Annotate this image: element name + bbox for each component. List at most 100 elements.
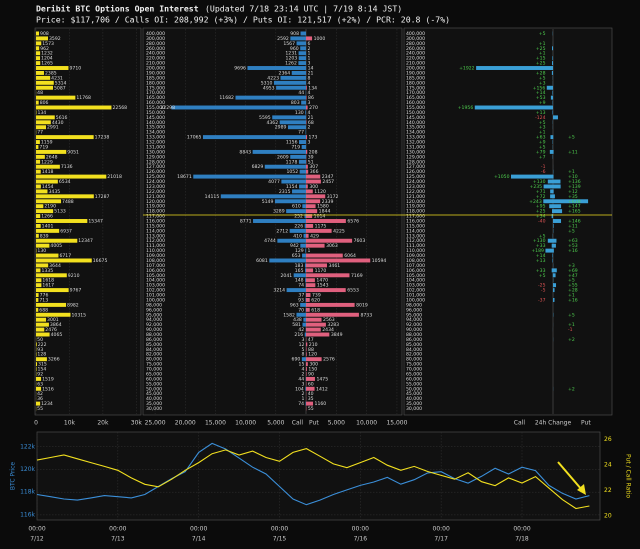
call-axis-label: Call [514,420,526,427]
strike-label: 127,000 [146,164,165,170]
value-label: 216 [294,332,303,338]
bar [551,268,553,273]
strike-label: 160,000 [406,100,425,106]
bar [306,233,309,238]
x-tick-date: 7/13 [111,536,125,543]
strike-label: 132,000 [406,140,425,146]
strike-label: 126,000 [406,169,425,175]
bar [553,209,563,214]
strike-label: 80,000 [406,357,422,363]
bar [290,154,306,159]
bar-label: 6937 [60,228,72,234]
strike-label: 165,000 [406,95,425,101]
bar [252,149,306,154]
bar [551,70,553,75]
value-label: 208 [309,149,318,155]
value-label: 148 [295,278,304,284]
bar [36,56,41,61]
value-label: +34 [536,214,546,220]
strike-label: 121,000 [406,194,425,200]
y-tick-label: 122k [20,443,35,450]
strike-label: 88,000 [406,332,422,338]
time-panel [36,431,601,521]
bar [36,209,54,214]
value-label: +16 [568,297,578,303]
value-label: -124 [535,115,546,121]
value-label: 173 [309,135,318,141]
value-label: 1 [308,248,311,254]
strike-label: 180,000 [146,80,165,86]
value-label: 942 [290,243,299,249]
bar [553,115,558,120]
strike-label: 109,000 [406,253,425,259]
value-label: +1922 [459,66,475,72]
value-label: 21 [308,115,314,121]
value-label: 15 [299,362,305,368]
bar [553,268,557,273]
value-label: 8 [308,75,311,81]
value-label: 3 [308,140,311,146]
value-label: 74 [298,283,304,289]
bar-label: 1335 [41,268,53,274]
strike-label: 130,000 [406,149,425,155]
strike-label: 110,000 [146,248,165,254]
strike-label: 116,000 [406,219,425,225]
value-label: 1203 [286,56,298,62]
bar [36,66,69,70]
bar [36,312,71,317]
x-tick-date: 7/16 [354,536,368,543]
value-label: 2347 [322,174,334,180]
bar [550,194,553,199]
y2-tick-label: 22 [604,487,612,494]
bar-label: 9710 [69,66,81,72]
value-label: 12 [299,342,305,348]
strike-label: 134,000 [406,130,425,136]
bar [36,204,44,209]
value-label: +147 [568,204,581,210]
value-label: 39 [308,154,314,160]
strike-label: 108,000 [406,258,425,264]
value-label: 47 [308,337,314,343]
bar [306,253,343,258]
value-label: 2563 [323,317,335,323]
strike-label: 300,000 [146,36,165,42]
bar [264,164,306,169]
strike-label: 104,000 [146,278,165,284]
strike-label: 124,000 [146,179,165,185]
value-label: 1582 [283,312,295,318]
bar-label: 8982 [67,302,79,308]
value-label: +1 [568,322,575,328]
strike-label: 132,000 [146,140,165,146]
bar-label: 5087 [54,85,66,91]
y-tick-label: 118k [20,489,35,496]
value-label: 1 [308,56,311,62]
value-label: 252 [294,214,303,220]
bar-label: 908 [40,31,49,37]
value-label: 618 [311,307,320,313]
strike-label: 155,000 [146,105,165,111]
value-label: 226 [294,223,303,229]
bar [36,302,67,307]
strike-label: 125,000 [406,174,425,180]
bar-label: 9051 [67,149,79,155]
strike-label: 150,000 [406,110,425,116]
bar [306,194,326,199]
strike-label: 145,000 [146,115,165,121]
arrow-head [577,484,586,495]
value-label: 150 [308,367,317,373]
bar [302,322,306,327]
bar [306,386,315,391]
strike-label: 98,000 [146,302,162,308]
bar-label: 839 [40,233,49,239]
value-label: 17065 [187,135,202,141]
bar-label: 6717 [59,253,71,259]
bar-label: 7136 [61,164,73,170]
bar [306,288,346,293]
bar-label: 93 [37,347,43,353]
value-label: 6829 [252,164,264,170]
y2-tick-label: 20 [604,513,612,520]
value-label: 1231 [285,51,297,57]
strike-label: 50,000 [406,386,422,392]
bar [36,31,40,36]
value-label: 653 [292,253,301,259]
